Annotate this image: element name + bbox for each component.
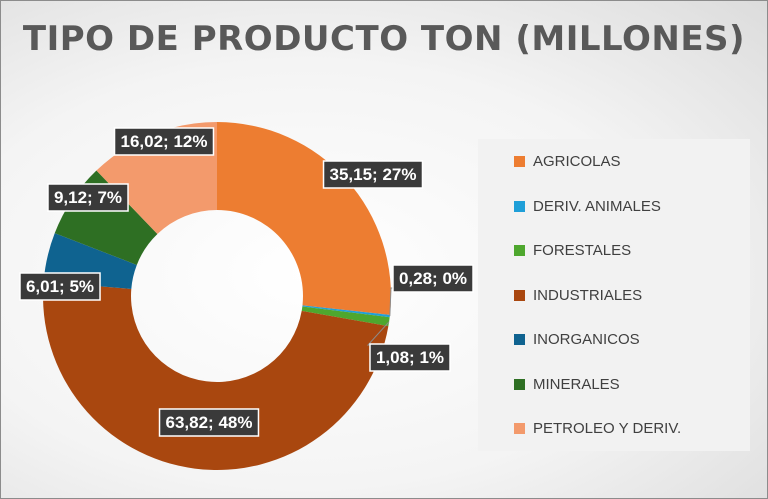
legend-label: MINERALES <box>533 375 620 393</box>
legend-label: INORGANICOS <box>533 331 640 348</box>
data-label-text: 9,12; 7% <box>54 188 122 207</box>
legend-label: DERIV. ANIMALES <box>533 197 661 215</box>
data-label: 0,28; 0% <box>392 264 474 293</box>
data-label: 63,82; 48% <box>158 408 260 437</box>
legend-label: INDUSTRIALES <box>533 286 643 304</box>
legend-swatch <box>514 334 525 345</box>
data-label-text: 16,02; 12% <box>121 132 208 151</box>
legend-label: FORESTALES <box>533 242 632 259</box>
data-label: 35,15; 27% <box>322 160 424 189</box>
data-label-box <box>19 272 101 301</box>
data-label-box <box>369 343 451 372</box>
data-label: 6,01; 5% <box>19 272 101 301</box>
donut-slice-agricolas <box>217 122 392 315</box>
data-label: 9,12; 7% <box>47 183 129 212</box>
legend-label: AGRICOLAS <box>533 153 621 170</box>
legend-item: INORGANICOS <box>514 331 640 348</box>
donut-slice-deriv-animales <box>302 305 390 318</box>
data-label-text: 35,15; 27% <box>330 165 417 184</box>
data-label-text: 0,28; 0% <box>399 269 467 288</box>
legend-swatch <box>514 378 525 390</box>
legend-swatch <box>514 200 525 212</box>
chart-legend: AGRICOLAS DERIV. ANIMALES FORESTALES INDUST… <box>478 139 750 451</box>
legend-label: PETROLEO Y DERIV. <box>533 420 682 437</box>
legend-item: DERIV. ANIMALES <box>514 198 661 215</box>
legend-swatch <box>514 245 525 256</box>
data-label: 16,02; 12% <box>113 127 215 156</box>
chart-title: TIPO DE PRODUCTO TON (MILLONES) <box>22 19 746 59</box>
data-label-box <box>322 160 424 189</box>
legend-swatch <box>514 156 525 167</box>
data-label-box <box>47 183 129 212</box>
legend-item: INDUSTRIALES <box>514 287 642 304</box>
legend-item: FORESTALES <box>514 242 631 259</box>
donut-slice-forestales <box>301 306 390 327</box>
data-label-text: 6,01; 5% <box>26 277 94 296</box>
legend-swatch <box>514 289 525 301</box>
data-label-text: 1,08; 1% <box>376 348 444 367</box>
donut-slice-industriales <box>43 281 389 470</box>
legend-item: MINERALES <box>514 376 620 393</box>
legend-swatch <box>514 423 525 434</box>
data-label-box <box>158 408 260 437</box>
data-label-box <box>113 127 215 156</box>
legend-item: PETROLEO Y DERIV. <box>514 420 681 437</box>
data-label-box <box>392 264 474 293</box>
data-label-text: 63,82; 48% <box>166 413 253 432</box>
data-label: 1,08; 1% <box>369 343 451 372</box>
legend-item: AGRICOLAS <box>514 153 621 170</box>
